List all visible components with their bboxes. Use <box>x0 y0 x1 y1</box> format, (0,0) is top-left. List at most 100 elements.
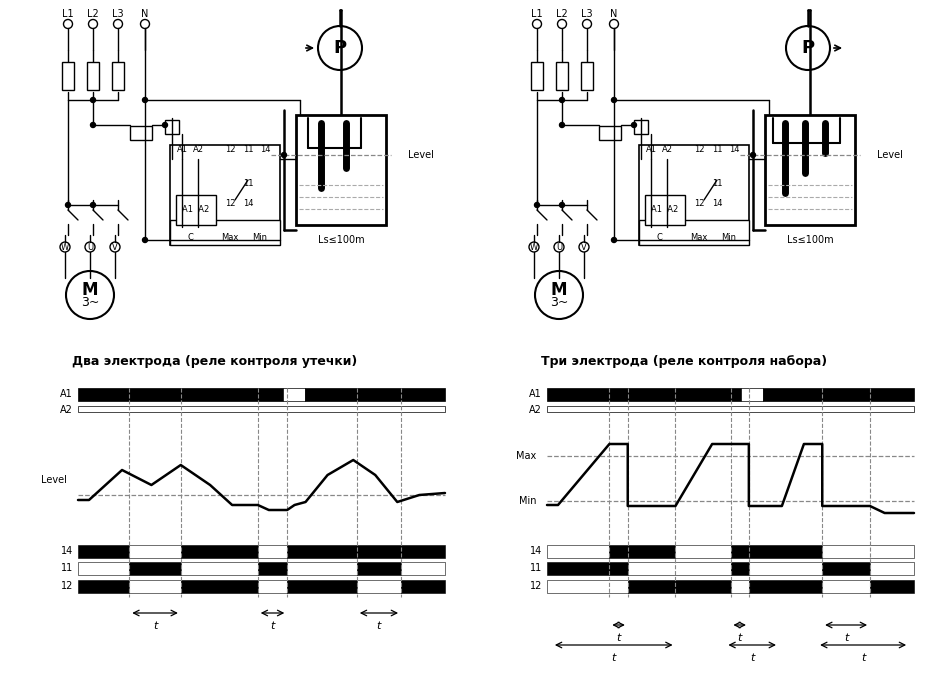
Bar <box>645 195 685 225</box>
Text: P: P <box>802 39 814 57</box>
Circle shape <box>141 19 149 28</box>
Text: A1: A1 <box>177 145 188 154</box>
Text: 14: 14 <box>729 145 739 154</box>
Bar <box>870 562 914 575</box>
Text: V: V <box>581 242 587 251</box>
Text: t: t <box>270 621 275 631</box>
Text: V: V <box>112 242 118 251</box>
Bar <box>547 388 741 401</box>
Text: 12: 12 <box>61 581 73 591</box>
Text: U: U <box>556 242 562 251</box>
Bar <box>62 62 74 90</box>
Bar <box>78 545 130 558</box>
Text: t: t <box>750 653 754 663</box>
Text: Max: Max <box>516 451 536 461</box>
Bar <box>731 545 823 558</box>
Bar <box>547 562 628 575</box>
Text: 11: 11 <box>243 145 254 154</box>
Text: C: C <box>656 233 662 242</box>
Bar <box>130 562 181 575</box>
Circle shape <box>318 26 362 70</box>
Circle shape <box>143 237 147 242</box>
Bar <box>634 120 648 134</box>
Bar <box>181 580 258 593</box>
Text: A2: A2 <box>60 405 73 415</box>
Bar <box>130 580 181 593</box>
Text: 14: 14 <box>243 199 254 208</box>
Text: A1  A2: A1 A2 <box>652 206 679 215</box>
Text: 14: 14 <box>61 546 73 556</box>
Circle shape <box>114 19 122 28</box>
Bar <box>628 580 731 593</box>
Text: Ls≤100m: Ls≤100m <box>317 235 364 245</box>
Bar <box>78 406 445 412</box>
Bar <box>401 580 445 593</box>
Circle shape <box>88 19 98 28</box>
Text: 14: 14 <box>712 199 722 208</box>
Bar <box>258 545 287 558</box>
Text: t: t <box>616 633 621 643</box>
Bar <box>305 388 445 401</box>
Text: Level: Level <box>408 150 434 160</box>
Bar <box>731 580 748 593</box>
Text: L3: L3 <box>112 9 124 19</box>
Text: 11: 11 <box>243 179 254 188</box>
Bar <box>181 562 258 575</box>
Bar <box>357 580 401 593</box>
Bar <box>258 580 287 593</box>
Text: 11: 11 <box>61 563 73 573</box>
Circle shape <box>558 19 566 28</box>
Bar <box>357 562 401 575</box>
Text: Три электрода (реле контроля набора): Три электрода (реле контроля набора) <box>541 356 827 369</box>
Bar <box>130 126 152 140</box>
Bar <box>130 545 181 558</box>
Circle shape <box>535 271 583 319</box>
Circle shape <box>786 26 830 70</box>
Bar <box>287 562 357 575</box>
Text: 11: 11 <box>530 563 542 573</box>
Circle shape <box>750 152 756 158</box>
Text: 12: 12 <box>694 145 704 154</box>
Text: Два электрода (реле контроля утечки): Два электрода (реле контроля утечки) <box>72 356 358 369</box>
Circle shape <box>282 152 286 158</box>
Text: A1  A2: A1 A2 <box>182 206 209 215</box>
Text: t: t <box>861 653 866 663</box>
Text: L3: L3 <box>581 9 593 19</box>
Text: 3~: 3~ <box>81 296 100 309</box>
Circle shape <box>611 98 617 102</box>
Bar <box>639 220 749 245</box>
Circle shape <box>560 203 564 208</box>
Bar <box>581 62 593 90</box>
Bar <box>823 580 870 593</box>
Bar <box>639 145 749 245</box>
Circle shape <box>554 242 564 252</box>
Text: U: U <box>87 242 93 251</box>
Bar <box>675 545 731 558</box>
Circle shape <box>143 98 147 102</box>
Bar <box>296 115 386 225</box>
Bar <box>258 562 287 575</box>
Text: 11: 11 <box>712 179 722 188</box>
Text: 12: 12 <box>224 145 236 154</box>
Text: A2: A2 <box>529 405 542 415</box>
Text: 12: 12 <box>530 581 542 591</box>
Text: W: W <box>530 242 538 251</box>
Bar <box>870 580 914 593</box>
Text: 14: 14 <box>530 546 542 556</box>
Bar <box>547 545 609 558</box>
Text: A1: A1 <box>645 145 656 154</box>
Bar <box>170 145 280 245</box>
Bar <box>599 126 621 140</box>
Circle shape <box>532 19 542 28</box>
Bar <box>78 388 283 401</box>
Bar <box>628 562 731 575</box>
Text: A2: A2 <box>192 145 204 154</box>
Bar <box>765 115 855 225</box>
Bar <box>741 388 763 401</box>
Bar <box>176 195 216 225</box>
Text: P: P <box>333 39 346 57</box>
Text: t: t <box>737 633 742 643</box>
Bar <box>287 580 357 593</box>
Circle shape <box>110 242 120 252</box>
Text: W: W <box>61 242 69 251</box>
